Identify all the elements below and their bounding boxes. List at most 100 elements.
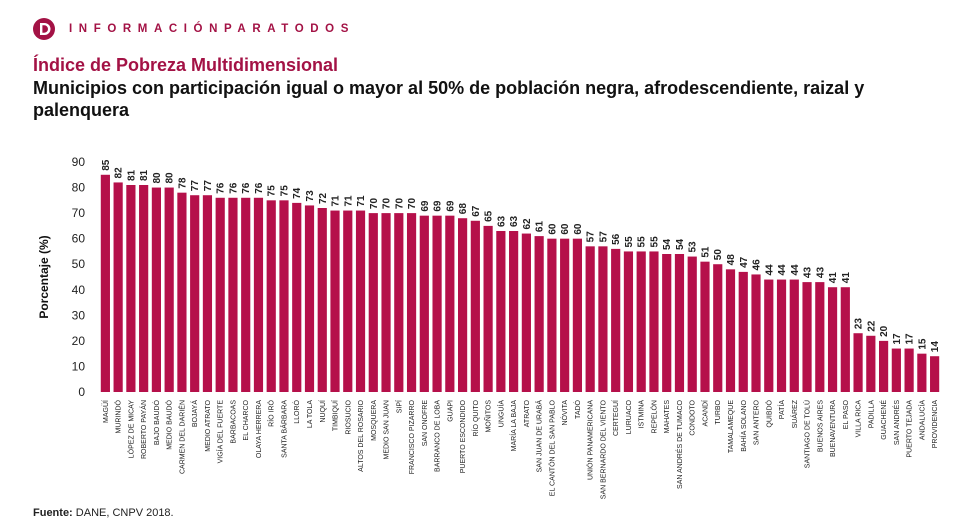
bar: [279, 200, 289, 392]
category-label: SAN ANDRÉS DE TUMACO: [675, 399, 684, 488]
y-tick-label: 70: [72, 206, 86, 220]
bar: [866, 335, 876, 392]
bar: [241, 197, 251, 392]
category-label: QUIBDÓ: [764, 399, 773, 427]
bar-value-label: 67: [471, 205, 482, 217]
category-label: MAGÜÍ: [101, 400, 110, 423]
bar-value-label: 77: [203, 180, 214, 192]
bar: [266, 200, 276, 392]
bar: [878, 340, 889, 392]
bar: [381, 213, 391, 392]
category-label: LURUACO: [626, 399, 633, 434]
bar-value-label: 75: [279, 185, 290, 197]
category-label: MURINDÓ: [114, 399, 123, 433]
category-label: BUENOS AIRES: [817, 400, 824, 452]
bar-value-label: 55: [624, 236, 635, 248]
bar: [202, 195, 213, 392]
category-label: BAJO BAUDÓ: [152, 399, 161, 445]
bar-value-label: 85: [101, 159, 112, 171]
bar: [521, 233, 531, 392]
y-tick-label: 0: [78, 385, 85, 399]
bar: [483, 225, 493, 392]
category-label: SANTA BÁRBARA: [279, 400, 288, 458]
category-label: PUERTO TEJADA: [907, 400, 914, 458]
bar-value-label: 54: [675, 238, 686, 250]
bar-value-label: 68: [458, 203, 469, 215]
bar: [406, 213, 417, 392]
bar-value-label: 81: [139, 169, 150, 181]
bar: [930, 356, 940, 392]
category-label: PATÍA: [777, 400, 786, 420]
bar-value-label: 43: [815, 267, 826, 279]
category-label: GUACHENÉ: [879, 400, 888, 440]
bar-value-label: 53: [688, 241, 699, 253]
bar: [419, 215, 429, 392]
category-label: ATRATO: [524, 399, 531, 427]
bar-value-label: 69: [445, 200, 456, 212]
bar: [815, 282, 825, 392]
category-label: EL CHARCO: [243, 399, 250, 440]
chart-subtitle: Municipios con participación igual o may…: [33, 78, 865, 120]
bar-value-label: 62: [522, 218, 533, 230]
bar: [330, 210, 340, 392]
bar-value-label: 44: [790, 264, 801, 276]
bar-value-label: 55: [649, 236, 660, 248]
bar: [177, 192, 187, 392]
brand: INFORMACIÓNPARATODOS: [33, 18, 355, 40]
bar-value-label: 72: [318, 192, 329, 204]
bar-value-label: 69: [420, 200, 431, 212]
bar: [687, 256, 697, 392]
source-note: Fuente: DANE, CNPV 2018.: [33, 507, 174, 519]
bar-value-label: 70: [369, 198, 380, 210]
category-label: UNGUÍA: [496, 400, 505, 428]
y-tick-label: 20: [72, 334, 86, 348]
bar: [126, 185, 136, 392]
bar: [457, 218, 468, 392]
bar-value-label: 71: [331, 195, 342, 207]
bar: [725, 269, 736, 392]
bar-value-label: 60: [573, 223, 584, 235]
y-tick-label: 40: [72, 283, 86, 297]
chart-title: Índice de Pobreza Multidimensional: [33, 55, 339, 75]
bar-value-label: 76: [254, 182, 265, 194]
bar-value-label: 15: [917, 338, 928, 350]
bar: [572, 238, 583, 392]
category-label: REPELÓN: [649, 400, 658, 433]
y-tick-label: 60: [72, 232, 86, 246]
bar-value-label: 76: [241, 182, 252, 194]
category-label: CERTEGUÍ: [611, 400, 620, 436]
bar-value-label: 43: [803, 267, 814, 279]
bar-value-label: 48: [726, 254, 737, 266]
bar: [802, 282, 812, 392]
bar-value-label: 75: [267, 185, 278, 197]
category-label: BAHÍA SOLANO: [739, 399, 748, 451]
category-label: BARBACOAS: [230, 400, 237, 444]
bar: [445, 215, 455, 392]
y-tick-label: 30: [72, 308, 86, 322]
informacion-para-todos-logo-icon: [33, 18, 55, 40]
category-label: SIPÍ: [394, 400, 403, 413]
bar: [700, 261, 710, 392]
bar: [304, 205, 315, 392]
bar-value-label: 20: [879, 325, 890, 337]
bar: [611, 248, 621, 392]
bar: [827, 287, 838, 392]
bar: [662, 254, 672, 392]
bar-value-label: 81: [126, 169, 137, 181]
category-label: LLORÓ: [292, 399, 301, 423]
category-label: MOSQUERA: [371, 400, 378, 441]
bar-value-label: 22: [866, 320, 877, 332]
bar-value-label: 14: [930, 341, 941, 353]
bar-value-label: 41: [828, 272, 839, 284]
category-label: CONDOTO: [690, 399, 697, 435]
category-label: ACANDÍ: [700, 400, 709, 427]
bar: [228, 197, 238, 392]
bar-value-label: 77: [190, 180, 201, 192]
bar: [292, 202, 302, 392]
bar-value-label: 71: [343, 195, 354, 207]
category-label: TADÓ: [573, 399, 582, 418]
bar-value-label: 47: [739, 256, 750, 268]
bar: [253, 197, 264, 392]
bar: [585, 246, 595, 392]
bar: [891, 348, 901, 392]
